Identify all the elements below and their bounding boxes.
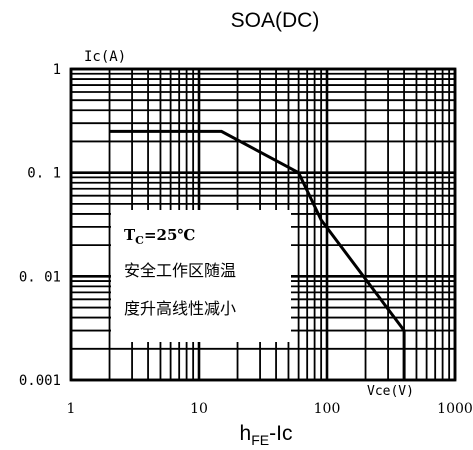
- x-tick-label: 10: [190, 401, 208, 417]
- x-tick-label: 100: [314, 401, 341, 417]
- y-tick-label: 0. 01: [19, 269, 61, 285]
- x-axis-title: hFE-Ic: [240, 422, 293, 448]
- y-tick-label: 1: [53, 62, 61, 78]
- annotation-line-3: 度升高线性减小: [124, 300, 236, 318]
- y-axis-unit-label: Ic(A): [84, 49, 126, 65]
- y-tick-labels: 0.001 0. 01 0. 1 1: [19, 62, 61, 389]
- x-tick-label: 1: [67, 401, 76, 417]
- chart-title: SOA(DC): [231, 9, 320, 32]
- y-tick-label: 0.001: [19, 373, 61, 389]
- annotation-box: TC=25℃ 安全工作区随温 度升高线性减小: [111, 210, 291, 342]
- soa-curve: [109, 129, 406, 380]
- series-layer: [109, 129, 406, 380]
- x-tick-labels: 1 10 100 1000: [67, 401, 473, 417]
- x-axis-unit-label: Vce(V): [367, 384, 414, 399]
- plot-frame: [69, 67, 457, 382]
- plot-border: [69, 67, 457, 382]
- x-tick-label: 1000: [437, 401, 473, 417]
- minor-gridlines: [71, 69, 455, 380]
- y-tick-label: 0. 1: [27, 166, 61, 182]
- annotation-line-2: 安全工作区随温: [124, 262, 236, 280]
- annotation-background: [111, 210, 291, 342]
- annotation-tc: TC=25℃: [124, 226, 195, 247]
